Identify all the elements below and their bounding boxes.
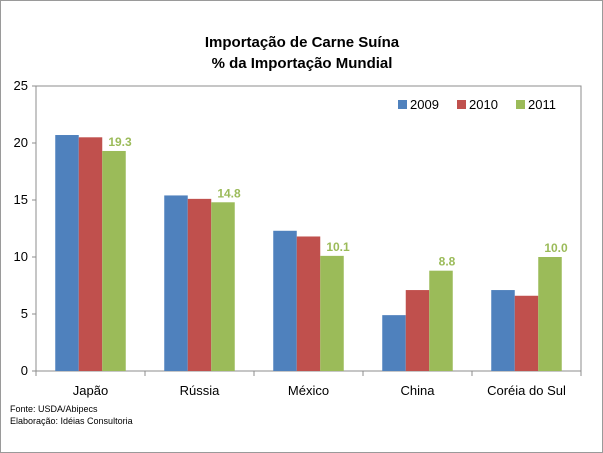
data-label: 10.1 bbox=[326, 240, 350, 254]
bar-2009 bbox=[164, 195, 188, 371]
bar-2011 bbox=[211, 202, 235, 371]
legend-label-2009: 2009 bbox=[410, 97, 439, 112]
bar-2009 bbox=[273, 230, 297, 371]
bar-2011 bbox=[429, 270, 453, 371]
y-tick-label: 5 bbox=[21, 306, 28, 321]
bar-2011 bbox=[320, 255, 344, 371]
y-tick-label: 25 bbox=[14, 78, 28, 93]
data-label: 14.8 bbox=[217, 186, 241, 200]
x-category-label: Japão bbox=[73, 383, 108, 398]
legend-label-2011: 2011 bbox=[528, 97, 556, 112]
bar-2010 bbox=[187, 198, 212, 371]
plot-area: 0 5 10 15 20 25 19.3 Japão 14.8 Rússia 10.1 México 8… bbox=[14, 78, 582, 398]
data-label: 10.0 bbox=[544, 241, 568, 255]
bar-2010 bbox=[514, 295, 539, 371]
source-note: Fonte: USDA/Abipecs bbox=[10, 404, 98, 414]
bar-2010 bbox=[78, 137, 103, 371]
x-category-label: México bbox=[288, 383, 329, 398]
data-label: 8.8 bbox=[439, 255, 456, 269]
legend-label-2010: 2010 bbox=[469, 97, 498, 112]
chart-subtitle: % da Importação Mundial bbox=[212, 55, 393, 72]
y-tick-label: 20 bbox=[14, 135, 28, 150]
x-category-label: Rússia bbox=[180, 383, 221, 398]
legend-swatch-2010 bbox=[457, 100, 466, 109]
bar-2010 bbox=[405, 290, 430, 371]
bar-2009 bbox=[491, 290, 515, 371]
x-category-label: China bbox=[401, 383, 436, 398]
credit-note: Elaboração: Idéias Consultoria bbox=[10, 416, 133, 426]
bar-2009 bbox=[382, 315, 406, 371]
bar-2009 bbox=[55, 135, 79, 371]
y-tick-label: 0 bbox=[21, 363, 28, 378]
bar-2010 bbox=[296, 236, 321, 371]
y-tick-label: 10 bbox=[14, 249, 28, 264]
bar-2011 bbox=[102, 150, 126, 371]
chart-title: Importação de Carne Suína bbox=[205, 34, 400, 51]
data-label: 19.3 bbox=[108, 135, 132, 149]
bar-2011 bbox=[538, 257, 562, 371]
legend-swatch-2009 bbox=[398, 100, 407, 109]
x-category-label: Coréia do Sul bbox=[487, 383, 566, 398]
y-tick-label: 15 bbox=[14, 192, 28, 207]
legend-swatch-2011 bbox=[516, 100, 525, 109]
legend: 2009 2010 2011 bbox=[398, 97, 556, 112]
